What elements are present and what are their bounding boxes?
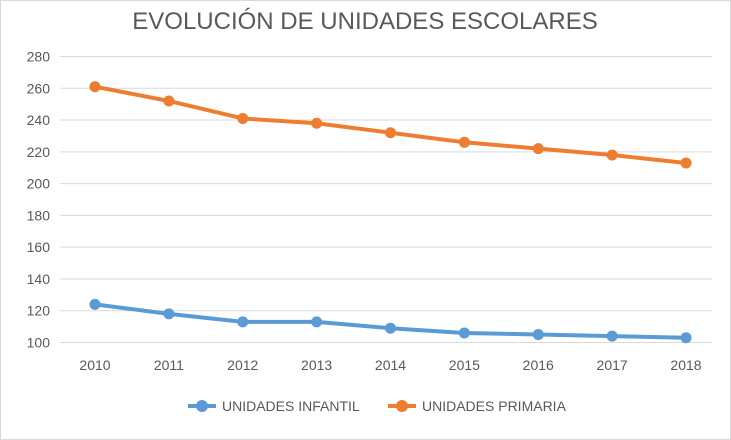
x-tick-label: 2013 — [301, 357, 332, 373]
data-point — [163, 95, 175, 107]
legend-label: UNIDADES PRIMARIA — [422, 398, 567, 414]
x-tick-label: 2018 — [670, 357, 701, 373]
legend-item: UNIDADES PRIMARIA — [388, 398, 567, 414]
y-tick-label: 140 — [27, 271, 51, 287]
y-tick-label: 120 — [27, 303, 51, 319]
data-point — [532, 329, 544, 341]
y-tick-label: 200 — [27, 176, 51, 192]
legend-marker — [196, 400, 208, 412]
y-tick-label: 220 — [27, 144, 51, 160]
y-axis-labels: 100 120 140 160 180 200 220 240 260 280 — [27, 49, 51, 351]
data-point — [89, 81, 101, 93]
y-tick-label: 260 — [27, 80, 51, 96]
data-point — [385, 127, 396, 139]
x-tick-label: 2012 — [227, 357, 258, 373]
chart-title: EVOLUCIÓN DE UNIDADES ESCOLARES — [132, 8, 597, 35]
series-group — [89, 81, 692, 344]
y-tick-label: 160 — [27, 239, 51, 255]
y-tick-label: 240 — [27, 112, 51, 128]
legend-marker — [396, 400, 408, 412]
data-point — [532, 143, 544, 155]
x-tick-label: 2016 — [523, 357, 554, 373]
series-1 — [89, 81, 692, 169]
data-point — [311, 117, 323, 129]
legend: UNIDADES INFANTIL UNIDADES PRIMARIA — [188, 398, 567, 414]
legend-label: UNIDADES INFANTIL — [222, 398, 360, 414]
data-point — [606, 330, 618, 342]
data-point — [680, 157, 692, 169]
legend-item: UNIDADES INFANTIL — [188, 398, 360, 414]
data-point — [163, 308, 175, 320]
x-axis-labels: 2010 2011 2012 2013 2014 2015 2016 2017 2018 — [79, 357, 701, 373]
data-point — [385, 322, 396, 334]
data-point — [458, 327, 470, 339]
x-tick-label: 2017 — [597, 357, 628, 373]
data-point — [237, 316, 249, 328]
data-point — [680, 332, 692, 344]
y-tick-label: 100 — [27, 335, 51, 351]
x-tick-label: 2011 — [154, 357, 184, 373]
series-0 — [89, 298, 692, 344]
data-point — [458, 136, 470, 148]
data-point — [89, 298, 101, 310]
y-tick-label: 180 — [27, 207, 51, 223]
data-point — [311, 316, 323, 328]
data-point — [237, 112, 249, 124]
x-tick-label: 2010 — [79, 357, 110, 373]
x-tick-label: 2015 — [449, 357, 480, 373]
y-tick-label: 280 — [27, 49, 51, 65]
x-tick-label: 2014 — [375, 357, 406, 373]
data-point — [606, 149, 618, 161]
